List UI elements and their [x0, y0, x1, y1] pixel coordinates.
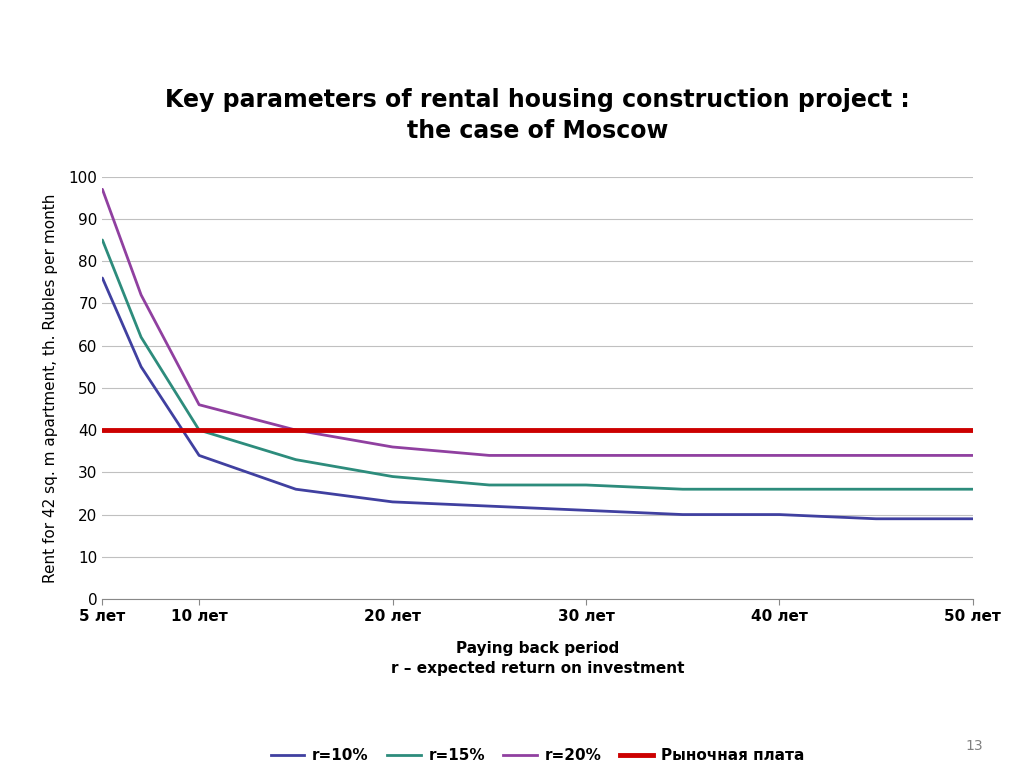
Legend: r=10%, r=15%, r=20%, Рыночная плата: r=10%, r=15%, r=20%, Рыночная плата — [265, 742, 810, 768]
Y-axis label: Rent for 42 sq. m apartment, th. Rubles per month: Rent for 42 sq. m apartment, th. Rubles … — [43, 194, 57, 582]
Text: 13: 13 — [966, 739, 983, 753]
Text: Paying back period: Paying back period — [456, 641, 620, 657]
Text: the case of Moscow: the case of Moscow — [407, 118, 669, 143]
Text: r – expected return on investment: r – expected return on investment — [391, 660, 684, 676]
Text: Key parameters of rental housing construction project :: Key parameters of rental housing constru… — [165, 88, 910, 112]
